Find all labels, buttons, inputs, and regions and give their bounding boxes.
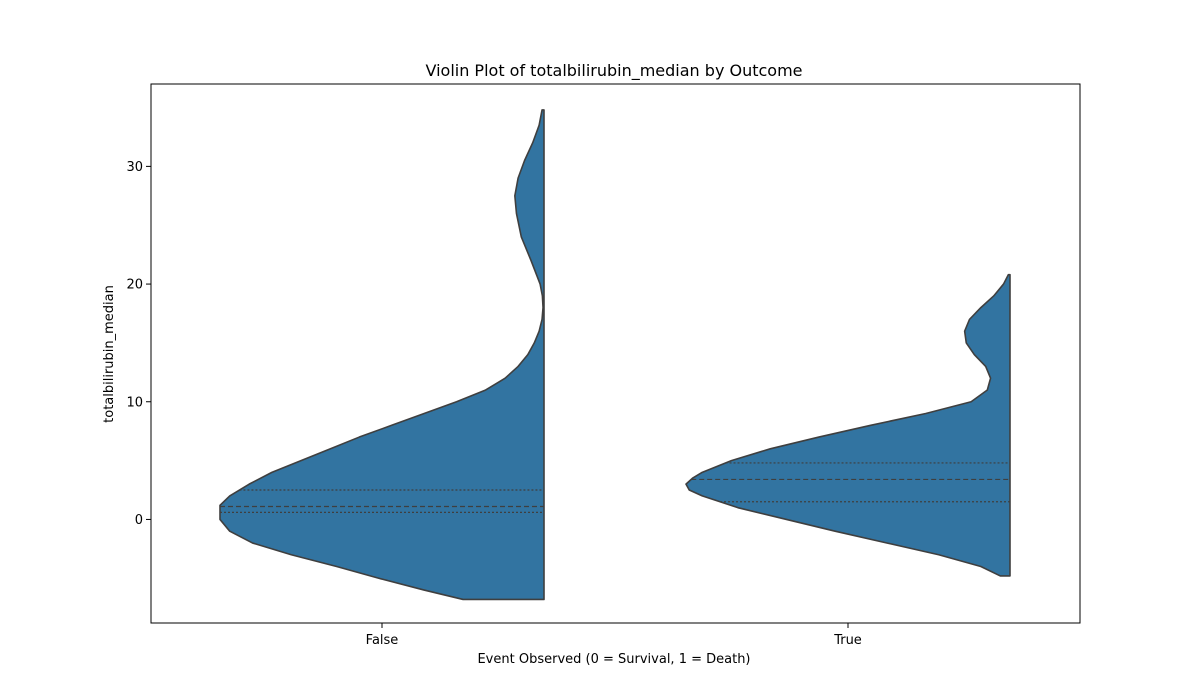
y-axis-title: totalbilirubin_median (102, 285, 117, 423)
x-tick-label-true: True (833, 633, 862, 648)
y-tick-label: 30 (126, 160, 143, 175)
chart-title: Violin Plot of totalbilirubin_median by … (425, 61, 802, 81)
x-tick-label-false: False (366, 633, 399, 648)
plot-area (219, 109, 1011, 601)
violin-true (685, 273, 1011, 577)
y-tick-label: 0 (135, 513, 143, 528)
x-axis-title: Event Observed (0 = Survival, 1 = Death) (477, 652, 750, 667)
y-tick-label: 20 (126, 278, 143, 293)
violin-false (219, 109, 545, 601)
plot-frame (150, 83, 1081, 624)
y-tick-label: 10 (126, 395, 143, 410)
axes: 0 10 20 30 False True (126, 160, 861, 648)
